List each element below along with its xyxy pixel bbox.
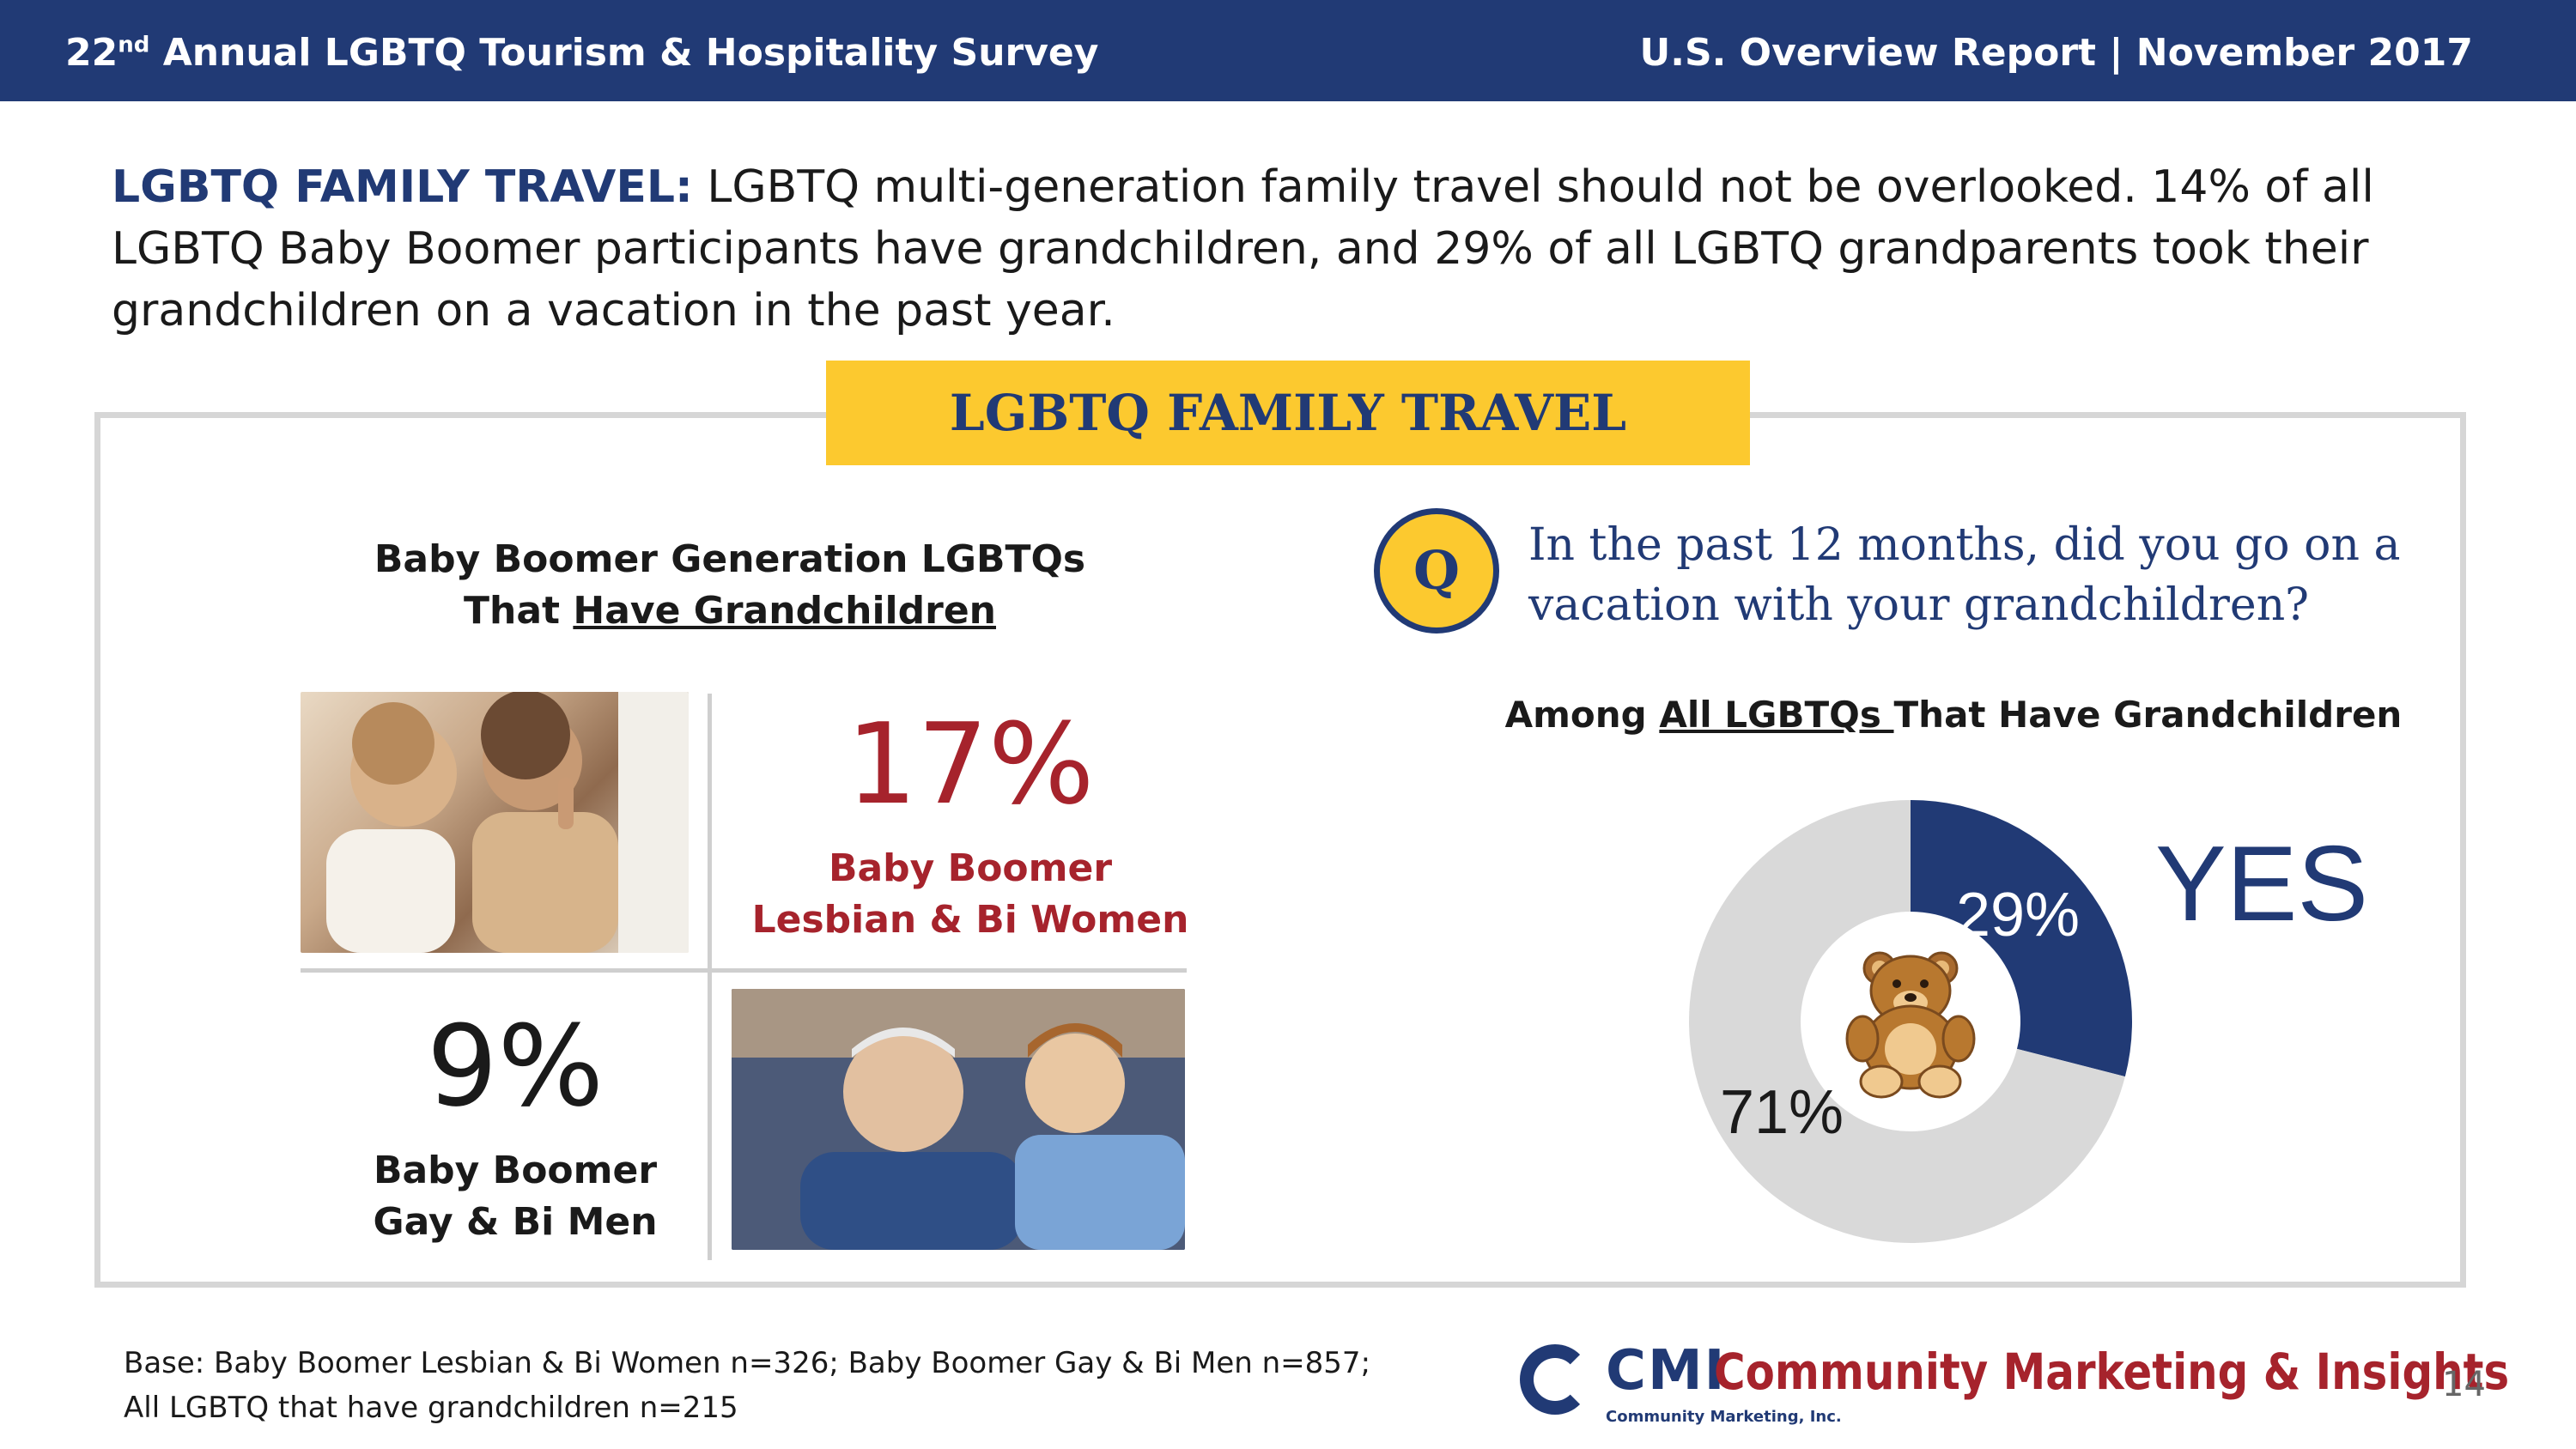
chart-title: Among All LGBTQs That Have Grandchildren <box>1504 694 2403 736</box>
base-footnote: Base: Baby Boomer Lesbian & Bi Women n=3… <box>124 1346 1371 1425</box>
page-number: 14 <box>2442 1365 2486 1404</box>
grid-divider-horizontal <box>301 968 1187 973</box>
women-stat-label: Baby Boomer Lesbian & Bi Women <box>751 846 1189 942</box>
question-badge: Q <box>1374 508 1499 634</box>
yes-value-label: 29% <box>1956 881 2080 949</box>
no-value-label: 71% <box>1720 1078 1844 1147</box>
report-title: U.S. Overview Report | November 2017 <box>1639 31 2474 75</box>
women-stat-value: 17% <box>846 699 1095 829</box>
cmi-ring-icon <box>1520 1344 1590 1415</box>
slice-no <box>1689 800 2125 1243</box>
intro-paragraph: LGBTQ FAMILY TRAVEL: LGBTQ multi-generat… <box>112 156 2413 342</box>
men-stat: 9% Baby Boomer Gay & Bi Men <box>326 1006 704 1248</box>
grandfather-grandson-photo <box>732 989 1185 1250</box>
question-text: In the past 12 months, did you go on a v… <box>1528 519 2401 631</box>
slice-yes <box>1911 800 2132 1077</box>
left-panel-title: Baby Boomer Generation LGBTQs That Have … <box>374 537 1086 633</box>
no-category-label: NO <box>1683 1076 1686 1158</box>
header-bar: 22nd Annual LGBTQ Tourism & Hospitality … <box>0 0 2576 101</box>
intro-lead: LGBTQ FAMILY TRAVEL: <box>112 161 693 213</box>
donut-slices: 29% YES 71% NO <box>1683 800 2368 1243</box>
intro-body: LGBTQ multi-generation family travel sho… <box>112 161 2374 336</box>
men-stat-value: 9% <box>426 1001 605 1131</box>
yes-category-label: YES <box>2155 825 2368 943</box>
survey-title: 22nd Annual LGBTQ Tourism & Hospitality … <box>65 31 1099 75</box>
section-banner: LGBTQ FAMILY TRAVEL <box>826 361 1750 465</box>
teddy-bear-icon <box>1845 951 1976 1099</box>
grandmother-child-photo <box>301 692 689 953</box>
men-stat-label: Baby Boomer Gay & Bi Men <box>373 1149 658 1244</box>
donut-chart: 29% YES 71% NO <box>1683 800 2368 1243</box>
grid-divider-vertical <box>708 694 712 1260</box>
cmi-logo: CMI Community Marketing & Insights Commu… <box>1520 1339 2509 1434</box>
women-stat: 17% Baby Boomer Lesbian & Bi Women <box>747 704 1194 946</box>
